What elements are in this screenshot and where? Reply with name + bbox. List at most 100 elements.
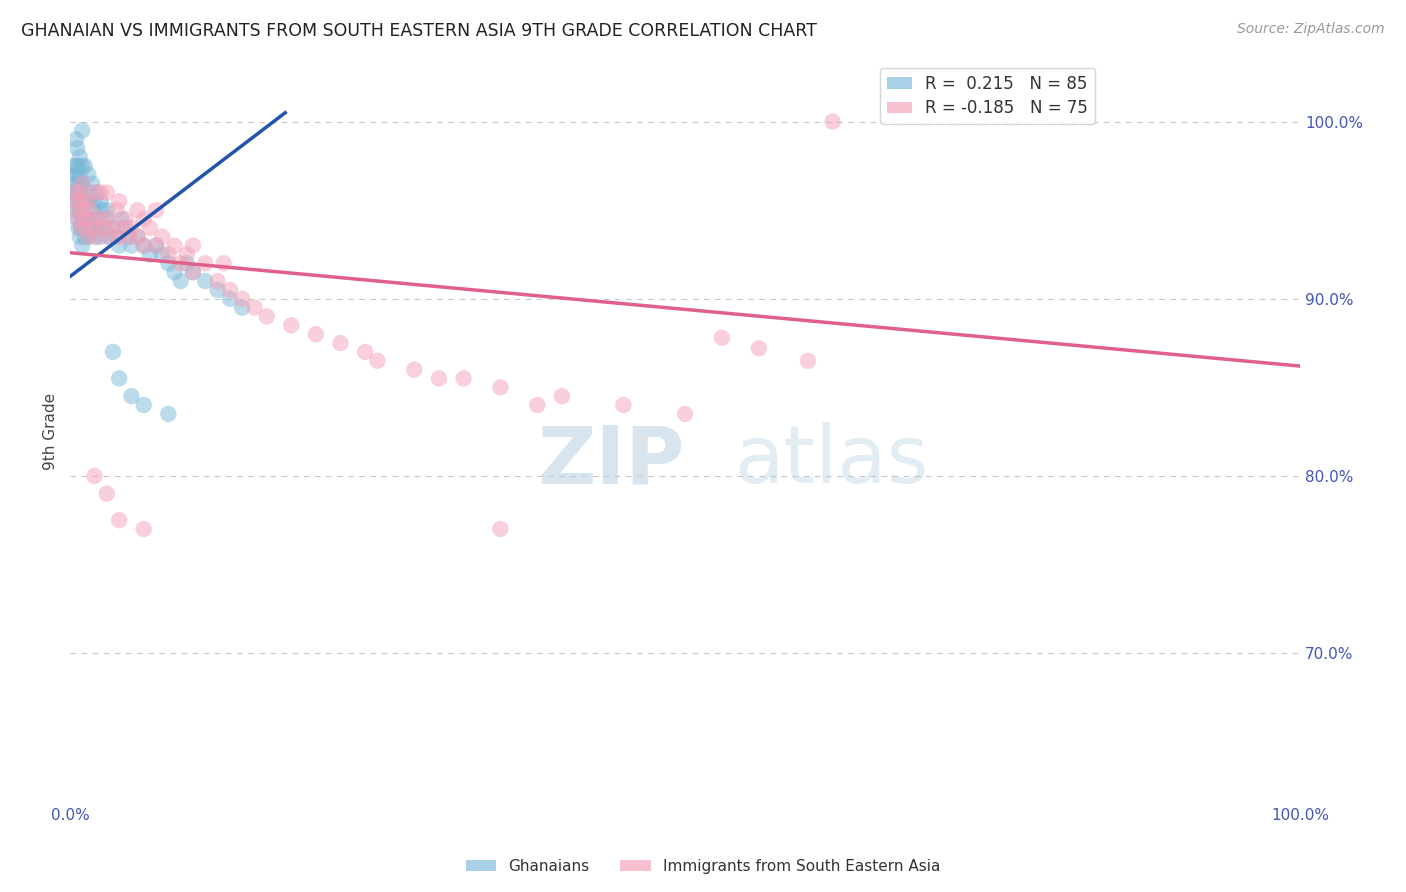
Point (132, 238, 155, 252)
Point (67, 194, 90, 209)
Point (194, 256, 217, 270)
Point (65, 177, 87, 191)
Point (70, 177, 93, 191)
Point (66, 168, 89, 182)
Point (127, 203, 149, 218)
Point (231, 301, 253, 315)
Point (305, 327, 328, 342)
Point (105, 229, 128, 244)
Point (218, 292, 240, 306)
Point (132, 522, 155, 536)
Point (93, 220, 115, 235)
Point (86, 186, 108, 200)
Point (256, 310, 278, 324)
Point (80, 212, 103, 227)
Point (73, 212, 96, 227)
Point (98, 229, 121, 244)
Point (96, 186, 118, 200)
Point (75, 194, 97, 209)
Point (77, 229, 100, 244)
Point (80, 212, 103, 227)
Point (132, 238, 155, 252)
Point (86, 212, 108, 227)
Point (90, 194, 112, 209)
Point (76, 212, 98, 227)
Point (118, 229, 141, 244)
Point (82, 203, 104, 218)
Point (83, 469, 105, 483)
Point (145, 203, 167, 218)
Point (69, 186, 91, 200)
Point (70, 194, 93, 209)
Point (63, 168, 86, 182)
Point (101, 220, 124, 235)
Point (821, 114, 844, 128)
Point (108, 513, 131, 527)
Point (551, 389, 574, 403)
Point (62, 186, 84, 200)
Point (150, 247, 173, 261)
Point (65, 159, 87, 173)
Point (70, 238, 93, 252)
Point (96, 212, 118, 227)
Y-axis label: 9th Grade: 9th Grade (44, 393, 58, 470)
Point (90, 229, 112, 244)
Point (243, 301, 266, 315)
Point (72, 220, 94, 235)
Point (108, 194, 131, 209)
Point (90, 203, 112, 218)
Point (163, 265, 186, 279)
Point (169, 256, 191, 270)
Point (63, 186, 86, 200)
Point (329, 336, 352, 351)
Point (70, 177, 93, 191)
Point (69, 186, 91, 200)
Point (139, 220, 162, 235)
Point (108, 371, 131, 385)
Point (75, 220, 97, 235)
Point (710, 331, 733, 345)
Point (72, 203, 94, 218)
Point (145, 238, 167, 252)
Point (127, 229, 149, 244)
Point (90, 186, 112, 200)
Point (70, 194, 93, 209)
Point (70, 123, 93, 137)
Point (77, 194, 100, 209)
Text: GHANAIAN VS IMMIGRANTS FROM SOUTH EASTERN ASIA 9TH GRADE CORRELATION CHART: GHANAIAN VS IMMIGRANTS FROM SOUTH EASTER… (21, 22, 817, 40)
Point (96, 486, 118, 500)
Point (70, 177, 93, 191)
Point (163, 238, 186, 252)
Point (83, 220, 105, 235)
Point (212, 256, 235, 270)
Point (62, 159, 84, 173)
Point (69, 229, 91, 244)
Point (120, 238, 142, 252)
Point (157, 256, 180, 270)
Point (132, 398, 155, 412)
Point (65, 203, 87, 218)
Point (114, 220, 136, 235)
Point (181, 238, 204, 252)
Point (83, 194, 105, 209)
Point (354, 344, 377, 359)
Point (181, 265, 204, 279)
Point (157, 247, 180, 261)
Point (77, 168, 100, 182)
Point (70, 220, 93, 235)
Point (108, 238, 131, 252)
Point (66, 194, 89, 209)
Point (73, 194, 96, 209)
Point (101, 220, 124, 235)
Point (66, 212, 89, 227)
Point (120, 220, 142, 235)
Point (673, 407, 696, 421)
Point (80, 220, 103, 235)
Point (132, 212, 155, 227)
Point (63, 194, 86, 209)
Point (70, 212, 93, 227)
Point (70, 159, 93, 173)
Point (114, 212, 136, 227)
Point (157, 407, 180, 421)
Point (748, 342, 770, 356)
